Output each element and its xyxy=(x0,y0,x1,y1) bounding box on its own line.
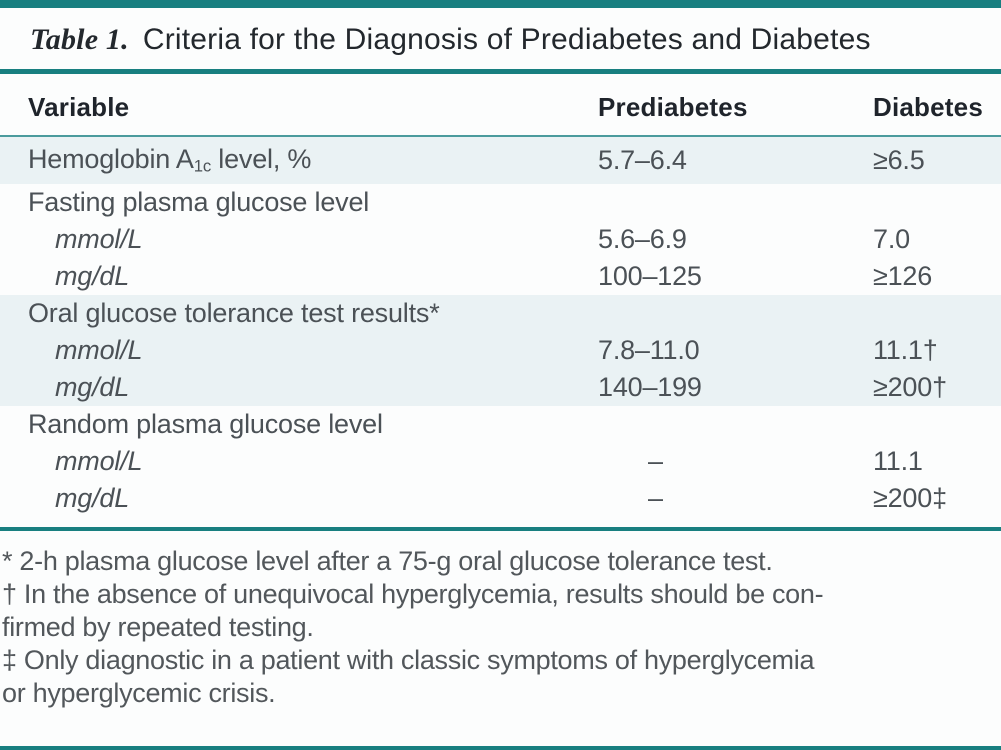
footnote-line: firmed by repeated testing. xyxy=(2,612,314,642)
variable-cell: mmol/L xyxy=(55,335,143,365)
footnote-line: * 2-h plasma glucose level after a 75-g … xyxy=(2,546,773,576)
prediabetes-cell: 5.7–6.4 xyxy=(598,145,687,175)
table-bottom-rule xyxy=(0,527,1001,531)
table-row: Oral glucose tolerance test results* xyxy=(0,295,1001,332)
table-row: mmol/L 7.8–11.0 11.1† xyxy=(0,332,1001,369)
diabetes-cell: 11.1† xyxy=(873,335,938,365)
title-divider-rule xyxy=(0,69,1001,74)
variable-cell: mg/dL xyxy=(55,261,130,291)
header-prediabetes: Prediabetes xyxy=(598,92,748,122)
footnotes: * 2-h plasma glucose level after a 75-g … xyxy=(0,545,1001,710)
prediabetes-cell: – xyxy=(648,446,663,476)
table-row: mmol/L – 11.1 xyxy=(0,443,1001,480)
header-diabetes: Diabetes xyxy=(873,92,983,122)
table-row: Hemoglobin A1c level, % 5.7–6.4 ≥6.5 xyxy=(0,137,1001,184)
bottom-accent-bar xyxy=(0,746,1001,750)
table-title-text: Criteria for the Diagnosis of Prediabete… xyxy=(142,23,871,56)
prediabetes-cell: 5.6–6.9 xyxy=(598,224,687,254)
variable-cell: Oral glucose tolerance test results* xyxy=(28,298,440,328)
table-header-row: Variable Prediabetes Diabetes xyxy=(0,74,1001,135)
diabetes-cell: ≥200‡ xyxy=(873,483,947,513)
footnote-line: † In the absence of unequivocal hypergly… xyxy=(2,579,824,609)
footnote-line: ‡ Only diagnostic in a patient with clas… xyxy=(2,645,815,675)
variable-cell: Random plasma glucose level xyxy=(28,409,383,439)
prediabetes-cell: – xyxy=(648,483,663,513)
variable-cell: Fasting plasma glucose level xyxy=(28,187,370,217)
variable-cell: Hemoglobin A1c level, % xyxy=(28,144,312,176)
table-row: Fasting plasma glucose level xyxy=(0,184,1001,221)
diabetes-cell: ≥200† xyxy=(873,372,947,402)
table-row: mg/dL – ≥200‡ xyxy=(0,480,1001,517)
diabetes-cell: 7.0 xyxy=(873,224,910,254)
variable-cell: mg/dL xyxy=(55,372,130,402)
table-row: mg/dL 140–199 ≥200† xyxy=(0,369,1001,406)
prediabetes-cell: 7.8–11.0 xyxy=(598,335,700,365)
table-row: Random plasma glucose level xyxy=(0,406,1001,443)
table-row: mmol/L 5.6–6.9 7.0 xyxy=(0,221,1001,258)
table-row: mg/dL 100–125 ≥126 xyxy=(0,258,1001,295)
variable-cell: mmol/L xyxy=(55,224,143,254)
footnote-line: or hyperglycemic crisis. xyxy=(2,678,276,708)
table-number-label: Table 1. xyxy=(30,23,129,56)
table-title: Table 1. Criteria for the Diagnosis of Pr… xyxy=(0,8,920,62)
subscript: 1c xyxy=(193,156,211,176)
diabetes-cell: ≥126 xyxy=(873,261,933,291)
top-accent-bar xyxy=(0,0,1001,8)
prediabetes-cell: 140–199 xyxy=(598,372,702,402)
diabetes-cell: 11.1 xyxy=(873,446,923,476)
diabetes-cell: ≥6.5 xyxy=(873,145,925,175)
variable-cell: mg/dL xyxy=(55,483,130,513)
prediabetes-cell: 100–125 xyxy=(598,261,702,291)
variable-cell: mmol/L xyxy=(55,446,143,476)
header-divider-rule xyxy=(0,135,1001,137)
header-variable: Variable xyxy=(28,92,130,122)
